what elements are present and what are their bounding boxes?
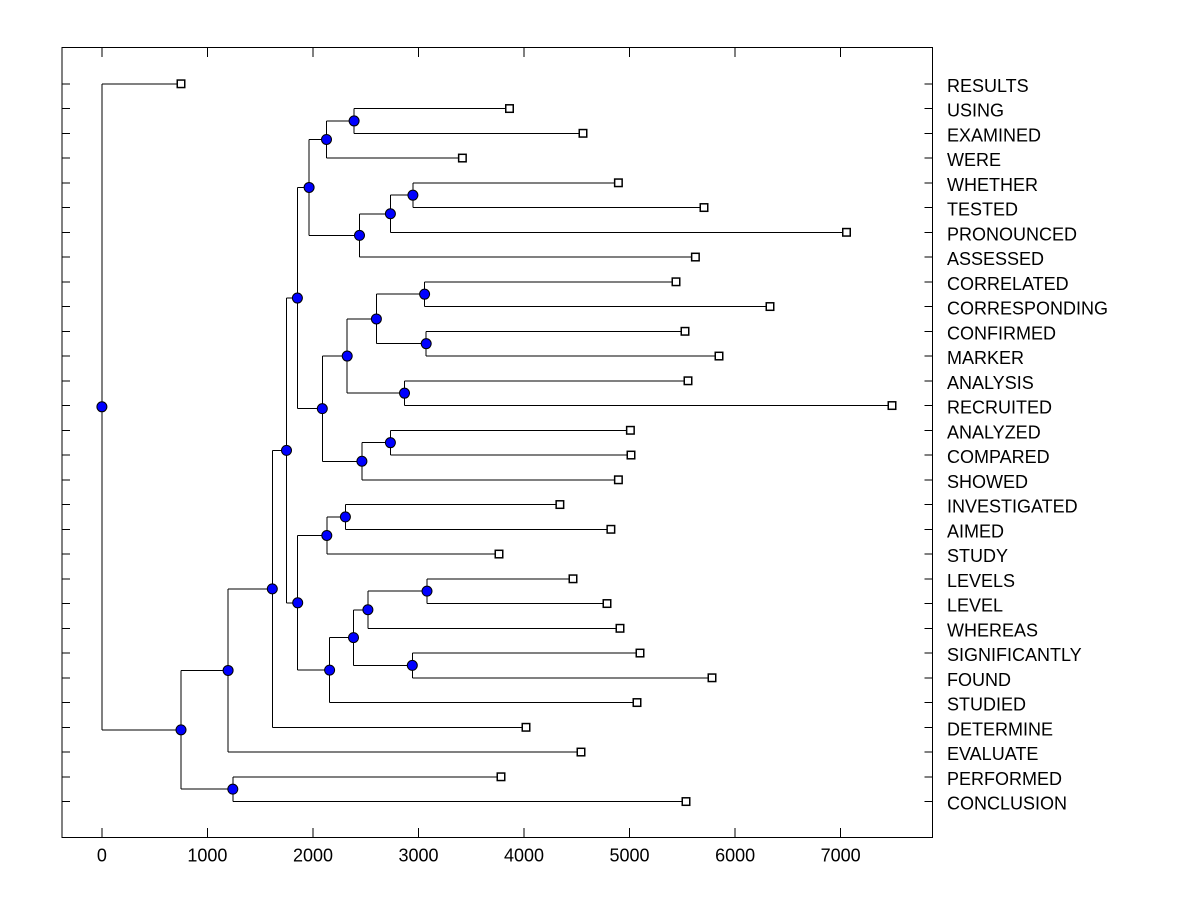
svg-text:CORRESPONDING: CORRESPONDING [947,299,1108,319]
svg-text:STUDIED: STUDIED [947,695,1026,715]
svg-text:STUDY: STUDY [947,546,1008,566]
svg-text:2000: 2000 [293,846,333,866]
svg-text:TESTED: TESTED [947,200,1018,220]
svg-text:USING: USING [947,101,1004,121]
svg-text:CONFIRMED: CONFIRMED [947,323,1056,343]
svg-text:SIGNIFICANTLY: SIGNIFICANTLY [947,645,1082,665]
svg-text:ANALYZED: ANALYZED [947,422,1041,442]
svg-text:7000: 7000 [821,846,861,866]
svg-text:EVALUATE: EVALUATE [947,744,1038,764]
svg-text:FOUND: FOUND [947,670,1011,690]
svg-text:4000: 4000 [504,846,544,866]
svg-text:PERFORMED: PERFORMED [947,769,1062,789]
svg-text:LEVELS: LEVELS [947,571,1015,591]
svg-text:WERE: WERE [947,150,1001,170]
svg-text:ANALYSIS: ANALYSIS [947,373,1034,393]
svg-text:LEVEL: LEVEL [947,596,1003,616]
svg-text:5000: 5000 [609,846,649,866]
svg-text:RESULTS: RESULTS [947,76,1029,96]
svg-text:PRONOUNCED: PRONOUNCED [947,224,1077,244]
svg-text:INVESTIGATED: INVESTIGATED [947,497,1078,517]
svg-text:WHETHER: WHETHER [947,175,1038,195]
svg-text:WHEREAS: WHEREAS [947,620,1038,640]
svg-text:CONCLUSION: CONCLUSION [947,794,1067,814]
svg-text:CORRELATED: CORRELATED [947,274,1069,294]
svg-text:1000: 1000 [187,846,227,866]
svg-text:COMPARED: COMPARED [947,447,1050,467]
svg-text:DETERMINE: DETERMINE [947,719,1053,739]
svg-text:0: 0 [97,846,107,866]
svg-text:6000: 6000 [715,846,755,866]
svg-text:RECRUITED: RECRUITED [947,398,1052,418]
svg-text:EXAMINED: EXAMINED [947,125,1041,145]
svg-text:MARKER: MARKER [947,348,1024,368]
svg-text:ASSESSED: ASSESSED [947,249,1044,269]
svg-text:AIMED: AIMED [947,521,1004,541]
svg-text:3000: 3000 [398,846,438,866]
svg-text:SHOWED: SHOWED [947,472,1028,492]
